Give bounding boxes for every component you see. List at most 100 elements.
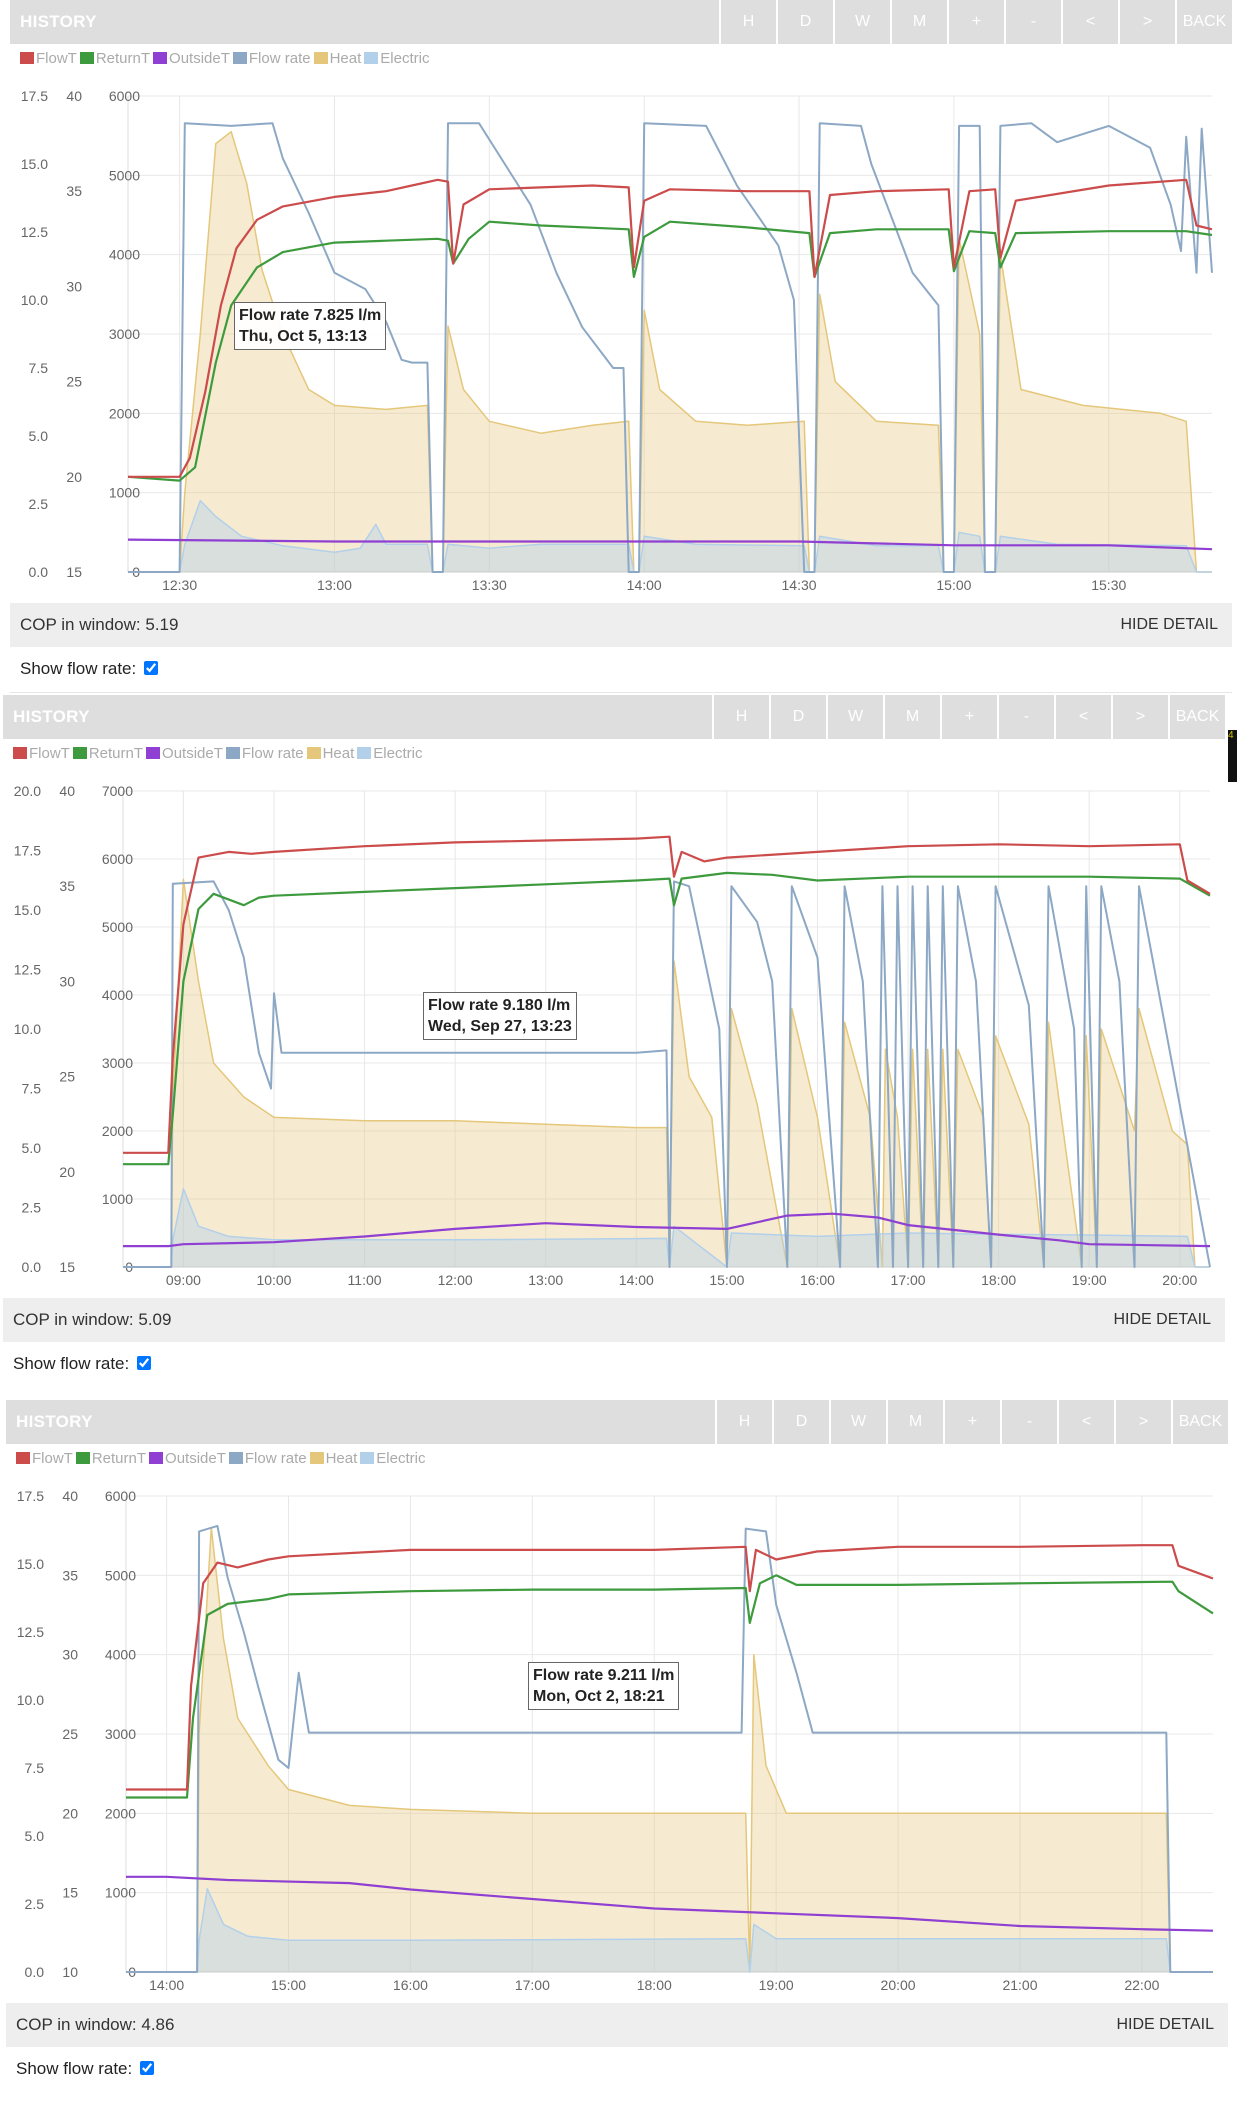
tooltip-value: Flow rate 9.211 l/m [533, 1667, 675, 1684]
legend-item[interactable]: OutsideT [153, 50, 230, 67]
history-button-hour[interactable]: H [712, 695, 769, 739]
history-chart[interactable]: 0.0 2.5 5.0 7.5 10.0 12.5 15.0 17.5 20.0 15 20 25 30… [3, 695, 1225, 1295]
temperature-axis-tick: 15 [62, 1885, 78, 1901]
time-axis-tick: 14:00 [619, 1272, 654, 1288]
electric-area [128, 500, 1212, 572]
flow-rate-axis-tick: 10.0 [14, 1021, 41, 1037]
power-axis-tick: 5000 [105, 1567, 136, 1583]
show-flow-rate-label: Show flow rate: [20, 659, 137, 678]
flow-rate-axis-tick: 7.5 [25, 1760, 45, 1776]
power-axis-tick: 1000 [102, 1191, 133, 1207]
time-axis-tick: 18:00 [637, 1977, 672, 1993]
legend-item[interactable]: Electric [364, 50, 429, 67]
history-button-month[interactable]: M [890, 0, 947, 44]
power-axis-tick: 6000 [109, 88, 140, 104]
cop-value: 5.19 [145, 615, 179, 634]
heat-series-line [126, 1526, 1213, 1973]
history-button-pan-left[interactable]: < [1061, 0, 1118, 44]
chart-legend: FlowT ReturnT OutsideT Flow rate Heat Electri… [13, 745, 425, 765]
time-axis-tick: 15:30 [1091, 577, 1126, 593]
history-button-back[interactable]: BACK [1168, 695, 1225, 739]
tooltip-date: Thu, Oct 5, 13:13 [239, 328, 368, 345]
hide-detail-button[interactable]: HIDE DETAIL [1120, 616, 1219, 633]
legend-swatch [149, 1452, 164, 1464]
flow-rate-axis-tick: 12.5 [14, 962, 41, 978]
flow-rate-series-line [126, 1524, 1213, 1973]
show-flow-rate-checkbox[interactable] [137, 1356, 152, 1370]
power-axis-tick: 2000 [102, 1123, 133, 1139]
history-button-back[interactable]: BACK [1171, 1400, 1228, 1444]
chart-legend: FlowT ReturnT OutsideT Flow rate Heat Electri… [20, 50, 432, 70]
legend-label: Flow rate [241, 745, 304, 762]
temperature-axis-tick: 20 [66, 469, 82, 485]
legend-item[interactable]: Flow rate [228, 1450, 307, 1467]
temperature-axis-tick: 25 [66, 374, 82, 390]
history-button-zoom-in[interactable]: + [940, 695, 997, 739]
temperature-axis-tick: 25 [62, 1726, 78, 1742]
hide-detail-button[interactable]: HIDE DETAIL [1113, 1311, 1212, 1328]
flow-rate-axis-tick: 12.5 [17, 1624, 44, 1640]
time-axis-tick: 22:00 [1124, 1977, 1159, 1993]
legend-item[interactable]: Flow rate [225, 745, 304, 762]
history-button-zoom-out[interactable]: - [997, 695, 1054, 739]
power-axis-tick: 5000 [102, 919, 133, 935]
legend-item[interactable]: Heat [309, 1450, 357, 1467]
flow-rate-axis-tick: 5.0 [25, 1828, 45, 1844]
legend-item[interactable]: FlowT [16, 1450, 73, 1467]
legend-label: Electric [380, 50, 430, 67]
history-button-back[interactable]: BACK [1175, 0, 1232, 44]
legend-item[interactable]: Electric [357, 745, 422, 762]
tooltip-date: Mon, Oct 2, 18:21 [533, 1688, 665, 1705]
temperature-axis-tick: 30 [66, 278, 82, 294]
flow-rate-tooltip: Flow rate 9.180 l/m Wed, Sep 27, 13:23 [423, 992, 577, 1040]
show-flow-rate-checkbox[interactable] [144, 661, 159, 675]
legend-item[interactable]: Heat [313, 50, 361, 67]
time-axis-tick: 12:30 [162, 577, 197, 593]
tooltip-value: Flow rate 9.180 l/m [428, 997, 571, 1014]
legend-swatch [146, 747, 161, 759]
history-button-zoom-out[interactable]: - [1000, 1400, 1057, 1444]
legend-item[interactable]: ReturnT [72, 745, 143, 762]
legend-label: OutsideT [165, 1450, 226, 1467]
legend-label: ReturnT [95, 50, 151, 67]
history-chart[interactable]: 0.0 2.5 5.0 7.5 10.0 12.5 15.0 17.5 10 15 20 25 30 35… [6, 1400, 1228, 2000]
legend-item[interactable]: ReturnT [75, 1450, 146, 1467]
history-button-pan-right[interactable]: > [1111, 695, 1168, 739]
history-button-zoom-in[interactable]: + [947, 0, 1004, 44]
flow-rate-axis-tick: 0.0 [22, 1259, 42, 1275]
legend-item[interactable]: OutsideT [146, 745, 223, 762]
history-button-day[interactable]: D [769, 695, 826, 739]
history-button-week[interactable]: W [833, 0, 890, 44]
legend-item[interactable]: FlowT [20, 50, 77, 67]
history-button-hour[interactable]: H [719, 0, 776, 44]
time-axis-tick: 15:00 [936, 577, 971, 593]
history-button-zoom-out[interactable]: - [1004, 0, 1061, 44]
history-button-week[interactable]: W [829, 1400, 886, 1444]
legend-item[interactable]: ReturnT [79, 50, 151, 67]
hide-detail-button[interactable]: HIDE DETAIL [1116, 2016, 1215, 2033]
flow-rate-axis-tick: 17.5 [17, 1488, 44, 1504]
flow-rate-axis-tick: 15.0 [14, 902, 41, 918]
history-button-month[interactable]: M [883, 695, 940, 739]
time-axis-tick: 20:00 [1162, 1272, 1197, 1288]
history-button-pan-right[interactable]: > [1114, 1400, 1171, 1444]
legend-item[interactable]: Flow rate [232, 50, 311, 67]
history-button-day[interactable]: D [772, 1400, 829, 1444]
legend-item[interactable]: Electric [360, 1450, 425, 1467]
legend-swatch [228, 1452, 243, 1464]
history-button-week[interactable]: W [826, 695, 883, 739]
legend-item[interactable]: Heat [306, 745, 354, 762]
history-button-month[interactable]: M [886, 1400, 943, 1444]
history-button-pan-left[interactable]: < [1054, 695, 1111, 739]
legend-item[interactable]: FlowT [13, 745, 70, 762]
history-button-day[interactable]: D [776, 0, 833, 44]
show-flow-rate-checkbox[interactable] [140, 2061, 155, 2075]
history-button-pan-left[interactable]: < [1057, 1400, 1114, 1444]
legend-item[interactable]: OutsideT [149, 1450, 226, 1467]
history-chart[interactable]: 0.0 2.5 5.0 7.5 10.0 12.5 15.0 17.5 15 20 25 30 35 40… [10, 0, 1232, 600]
history-button-zoom-in[interactable]: + [943, 1400, 1000, 1444]
time-axis-tick: 14:00 [627, 577, 662, 593]
history-button-pan-right[interactable]: > [1118, 0, 1175, 44]
flow-rate-axis-tick: 7.5 [22, 1081, 42, 1097]
history-button-hour[interactable]: H [715, 1400, 772, 1444]
